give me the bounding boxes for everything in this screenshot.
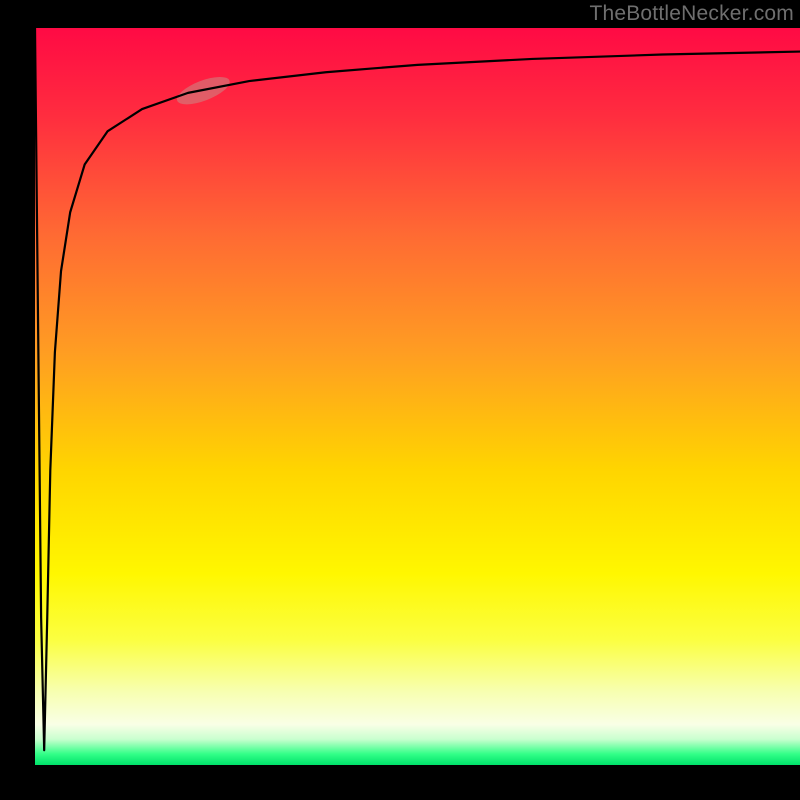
curve-layer xyxy=(0,0,800,800)
bottleneck-curve xyxy=(35,28,800,750)
watermark-text: TheBottleNecker.com xyxy=(589,2,794,26)
chart-stage: TheBottleNecker.com xyxy=(0,0,800,800)
